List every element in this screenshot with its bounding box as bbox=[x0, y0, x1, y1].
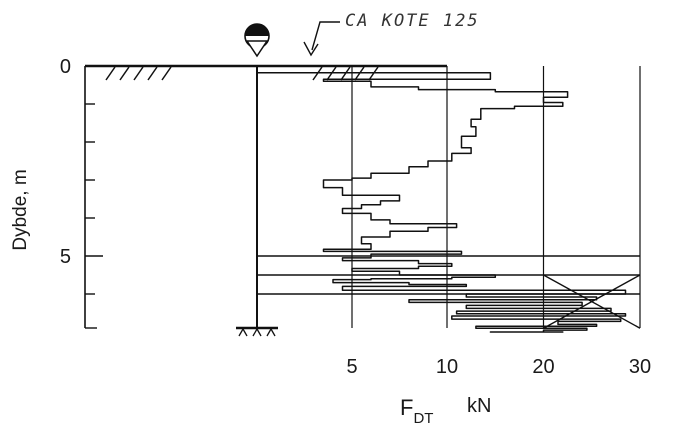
probe-foot-mark bbox=[256, 328, 262, 337]
probe-foot-mark bbox=[270, 328, 276, 337]
hatch-mark bbox=[133, 66, 144, 81]
y-tick-label: 0 bbox=[60, 56, 71, 78]
hatch-mark bbox=[105, 66, 116, 81]
water-level-symbol-fill bbox=[245, 24, 269, 36]
x-tick-label: 20 bbox=[532, 356, 554, 378]
x-axis-unit: kN bbox=[467, 395, 491, 417]
hatch-mark bbox=[119, 66, 130, 81]
probe-foot-mark bbox=[242, 328, 248, 337]
probe-foot-mark bbox=[238, 328, 244, 337]
y-tick-label: 5 bbox=[60, 246, 71, 268]
probe-foot-mark bbox=[252, 328, 258, 337]
x-axis-label-subscript: DT bbox=[413, 410, 433, 427]
force-trace-group bbox=[256, 66, 641, 333]
x-tick-label: 5 bbox=[346, 356, 357, 378]
annotation-label: CA KOTE 125 bbox=[345, 11, 480, 31]
annotation-arrowhead bbox=[303, 41, 319, 57]
x-tick-label: 10 bbox=[436, 356, 458, 378]
hatch-mark bbox=[147, 66, 158, 81]
hatch-mark bbox=[161, 66, 172, 81]
chart-axes: 0 5 5 10 20 30 bbox=[60, 21, 651, 378]
force-trace-line bbox=[256, 66, 627, 333]
x-tick-label: 30 bbox=[629, 356, 651, 378]
annotation-leader bbox=[311, 21, 340, 51]
chart-labels: CA KOTE 125 Dybde, m FDT kN bbox=[10, 11, 491, 427]
water-level-triangle bbox=[245, 40, 269, 58]
probe-foot-mark bbox=[266, 328, 272, 337]
x-axis-label-main: F bbox=[400, 395, 413, 420]
x-axis-label: FDT bbox=[400, 395, 433, 427]
diagonal-marker bbox=[543, 274, 641, 329]
y-axis-label: Dybde, m bbox=[10, 169, 31, 250]
